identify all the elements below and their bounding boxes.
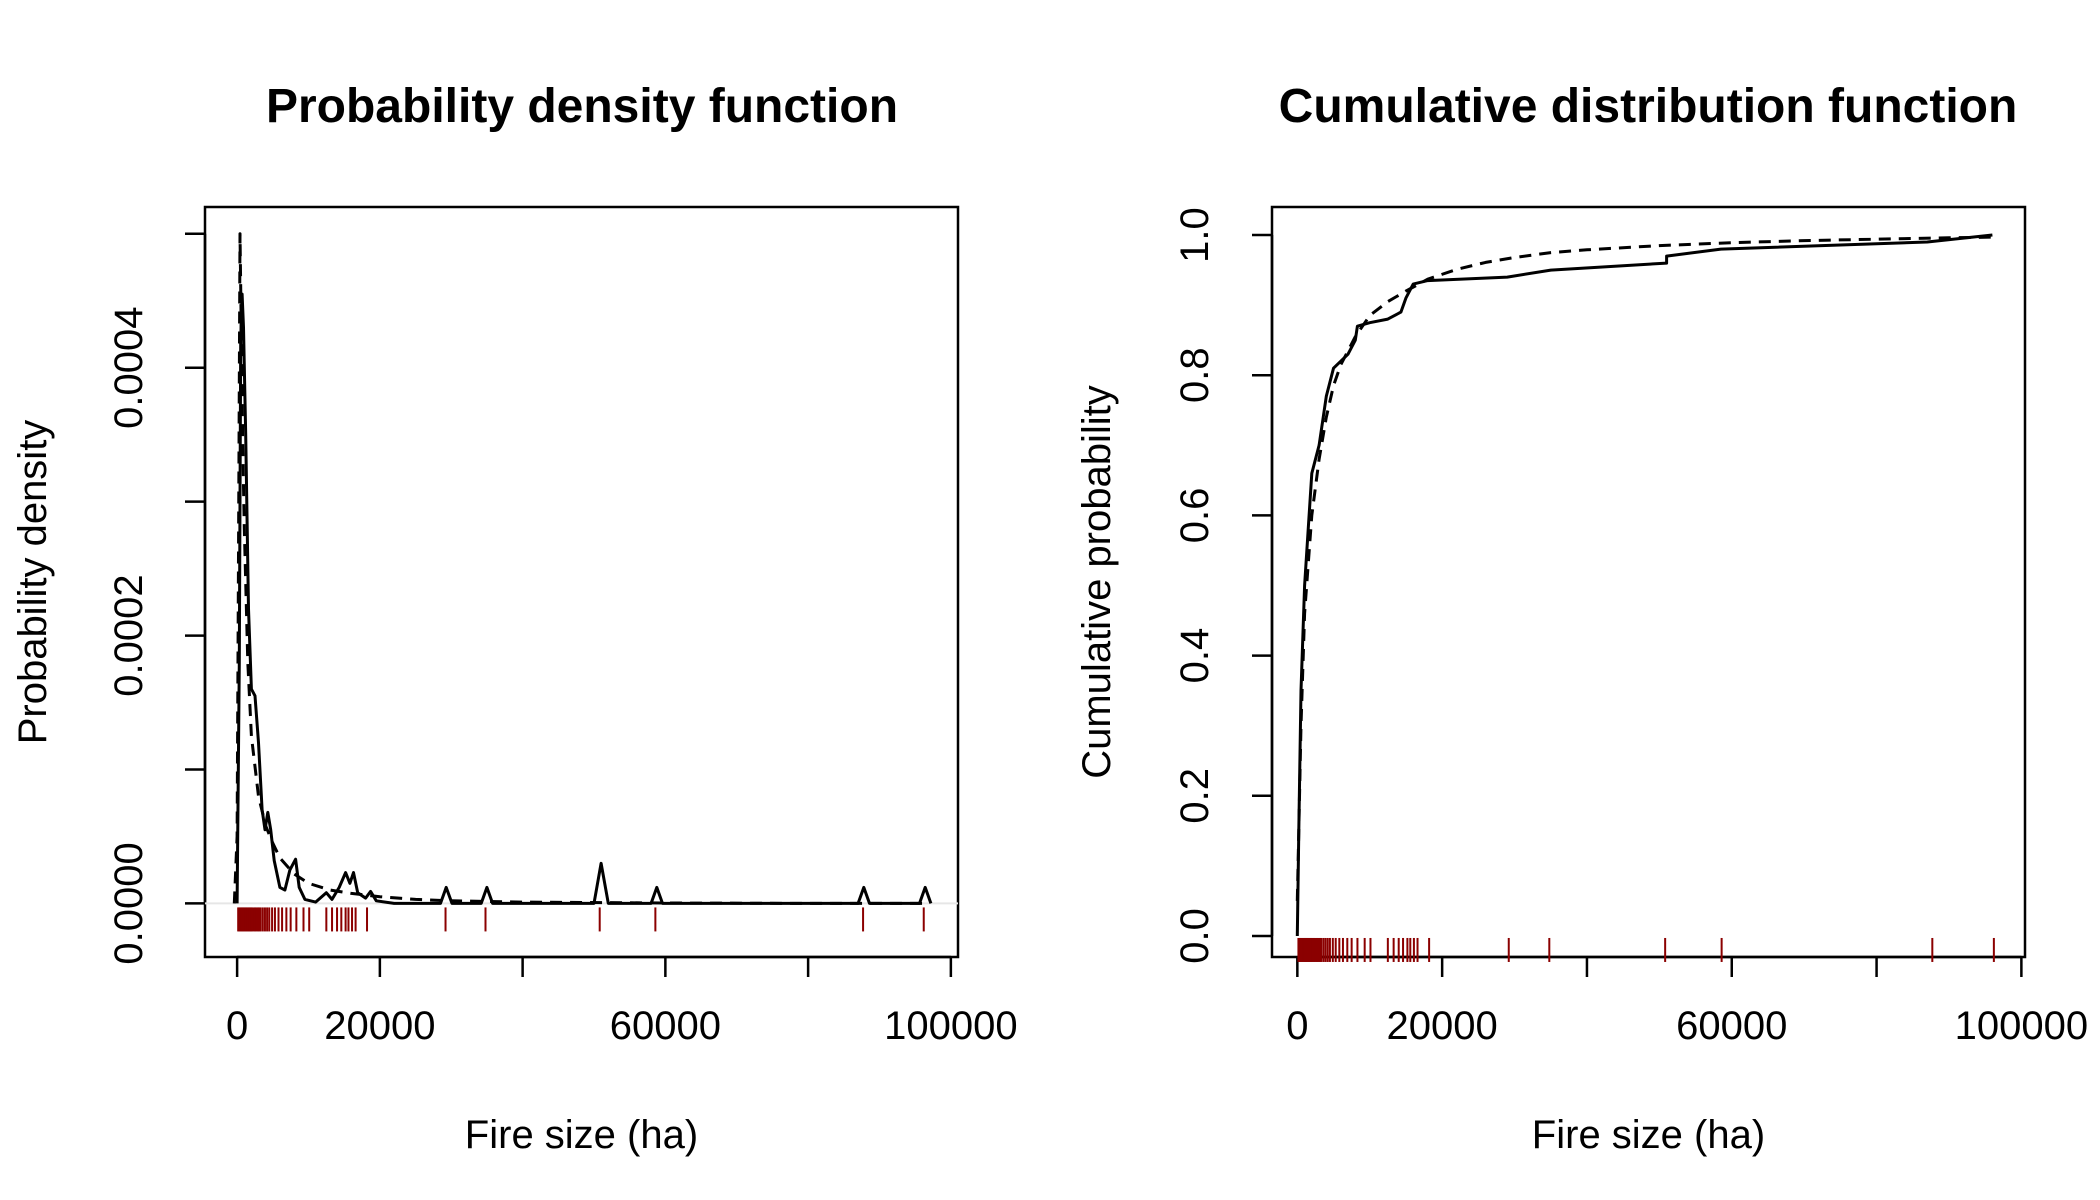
y-axis-label: Cumulative probability	[1075, 385, 1119, 779]
y-tick-label: 0.8	[1173, 347, 1217, 403]
empirical-curve-solid	[235, 292, 933, 905]
x-tick-label: 60000	[610, 1004, 721, 1048]
x-tick-label: 0	[226, 1004, 248, 1048]
y-tick-label: 0.0000	[107, 842, 151, 964]
x-axis-label: Fire size (ha)	[1532, 1113, 1765, 1157]
y-tick-label: 0.0	[1173, 908, 1217, 964]
x-axis-label: Fire size (ha)	[465, 1113, 698, 1157]
y-tick-label: 0.6	[1173, 488, 1217, 544]
y-tick-label: 0.0004	[107, 307, 151, 429]
x-tick-label: 100000	[1955, 1004, 2088, 1048]
fitted-curve-dashed	[232, 232, 930, 905]
chart-title: Probability density function	[266, 80, 898, 133]
pdf-panel: Probability density function Fire size (h…	[11, 80, 1018, 1157]
x-tick-label: 0	[1286, 1004, 1308, 1048]
y-tick-label: 0.4	[1173, 628, 1217, 684]
x-tick-label: 20000	[324, 1004, 435, 1048]
x-tick-label: 20000	[1387, 1004, 1498, 1048]
plot-frame	[203, 205, 960, 959]
x-tick-label: 60000	[1676, 1004, 1787, 1048]
y-tick-label: 0.2	[1173, 768, 1217, 824]
y-tick-label: 1.0	[1173, 207, 1217, 263]
y-tick-label: 0.0002	[107, 574, 151, 696]
cdf-panel: Cumulative distribution function Fire siz…	[1075, 80, 2088, 1157]
chart-title: Cumulative distribution function	[1279, 80, 2018, 133]
fitted-curve-dashed	[1295, 235, 1993, 901]
empirical-curve-solid	[1295, 233, 1993, 937]
x-tick-label: 100000	[884, 1004, 1017, 1048]
y-axis-label: Probability density	[11, 420, 55, 745]
